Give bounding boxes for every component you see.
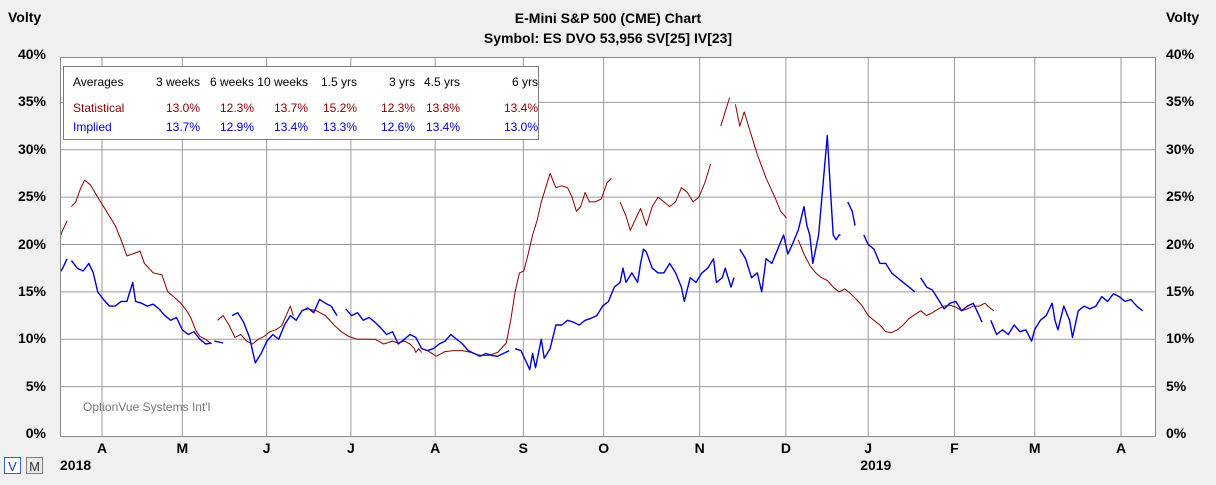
watermark: OptionVue Systems Int'l — [83, 400, 211, 414]
y-tick-label-right: 20% — [1166, 235, 1195, 252]
legend-period-header: 6 yrs — [511, 75, 538, 89]
statistical-average-value: 13.8% — [425, 101, 460, 115]
statistical-average-value: 12.3% — [380, 101, 415, 115]
implied-average-value: 13.7% — [165, 120, 200, 134]
implied-average-value: 13.3% — [322, 120, 357, 134]
x-tick-label: J — [346, 440, 355, 456]
y-tick-label-right: 15% — [1166, 282, 1195, 299]
y-tick-label-left: 20% — [17, 235, 46, 252]
y-tick-label-left: 35% — [17, 93, 46, 110]
x-tick-label: A — [96, 440, 108, 456]
y-tick-label-left: 15% — [17, 282, 46, 299]
statistical-series-line — [619, 163, 712, 231]
implied-series-line — [847, 201, 856, 226]
y-tick-label-right: 25% — [1166, 188, 1195, 205]
y-tick-label-left: 40% — [17, 46, 46, 62]
y-tick-label-right: 5% — [1166, 377, 1187, 394]
x-tick-label: M — [1028, 440, 1041, 456]
x-tick-label: D — [780, 440, 791, 456]
x-tick-label: S — [518, 440, 528, 456]
legend-period-header: 3 weeks — [155, 75, 200, 89]
implied-series-line — [863, 234, 916, 293]
implied-series-line — [739, 134, 841, 293]
y-tick-label-right: 35% — [1166, 93, 1195, 110]
statistical-series-line — [217, 305, 294, 345]
implied-average-value: 12.6% — [380, 120, 415, 134]
legend-implied-label: Implied — [73, 120, 112, 134]
y-tick-label-left: 10% — [17, 330, 46, 347]
m-view-button[interactable]: M — [26, 457, 43, 474]
y-tick-label-left: 5% — [25, 377, 46, 394]
legend-period-header: 3 yrs — [388, 75, 415, 89]
statistical-average-value: 13.4% — [503, 101, 538, 115]
statistical-average-value: 12.3% — [219, 101, 254, 115]
statistical-series-line — [71, 179, 212, 345]
legend-header-label: Averages — [73, 75, 124, 89]
y-tick-label-left: 0% — [25, 425, 46, 441]
statistical-series-line — [61, 220, 68, 236]
x-tick-label: N — [694, 440, 705, 456]
year-label: 2018 — [60, 457, 92, 473]
implied-average-value: 13.4% — [273, 120, 308, 134]
legend-period-header: 10 weeks — [257, 75, 308, 89]
x-tick-label: A — [430, 440, 441, 456]
right-axis-label: Volty — [1166, 9, 1200, 25]
statistical-average-value: 13.0% — [165, 101, 200, 115]
statistical-series-line — [427, 172, 612, 357]
statistical-series-line — [797, 239, 995, 334]
implied-average-value: 13.0% — [503, 120, 538, 134]
implied-series-line — [70, 260, 212, 345]
year-label: 2019 — [860, 457, 892, 473]
implied-series-line — [920, 277, 983, 323]
legend-period-header: 6 weeks — [209, 75, 254, 89]
x-tick-label: F — [950, 440, 959, 456]
legend-period-header: 4.5 yrs — [423, 75, 460, 89]
y-tick-label-right: 40% — [1166, 46, 1195, 62]
implied-series-line — [514, 248, 735, 371]
y-tick-label-right: 0% — [1166, 425, 1187, 441]
implied-series-line — [214, 340, 224, 344]
chart-subtitle: Symbol: ES DVO 53,956 SV[25] IV[23] — [483, 30, 733, 46]
volatility-view-button[interactable]: V — [4, 457, 21, 474]
statistical-average-value: 13.7% — [273, 101, 308, 115]
x-tick-label: J — [864, 440, 873, 456]
implied-series-line — [345, 308, 510, 357]
averages-legend: Averages 3 weeks 6 weeks 10 weeks 1.5 yrs 3 … — [63, 66, 539, 140]
statistical-series-line — [734, 104, 787, 219]
chart-title: E-Mini S&P 500 (CME) Chart — [514, 10, 702, 26]
x-tick-label: M — [176, 440, 189, 456]
implied-average-value: 12.9% — [219, 120, 254, 134]
statistical-series-line — [301, 308, 423, 353]
left-axis-label: Volty — [8, 9, 42, 25]
implied-average-value: 13.4% — [425, 120, 460, 134]
statistical-average-value: 15.2% — [322, 101, 357, 115]
implied-series-line — [61, 258, 68, 273]
y-tick-label-right: 10% — [1166, 330, 1195, 347]
y-tick-label-left: 30% — [17, 140, 46, 157]
x-tick-label: J — [262, 440, 271, 456]
implied-series-line — [990, 293, 1144, 342]
y-tick-label-left: 25% — [17, 188, 46, 205]
y-tick-label-right: 30% — [1166, 140, 1195, 157]
legend-period-header: 1.5 yrs — [320, 75, 357, 89]
x-tick-label: A — [1115, 440, 1127, 456]
statistical-series-line — [720, 97, 731, 127]
x-tick-label: O — [598, 440, 610, 456]
legend-statistical-label: Statistical — [73, 101, 125, 115]
implied-series-line — [231, 298, 338, 364]
